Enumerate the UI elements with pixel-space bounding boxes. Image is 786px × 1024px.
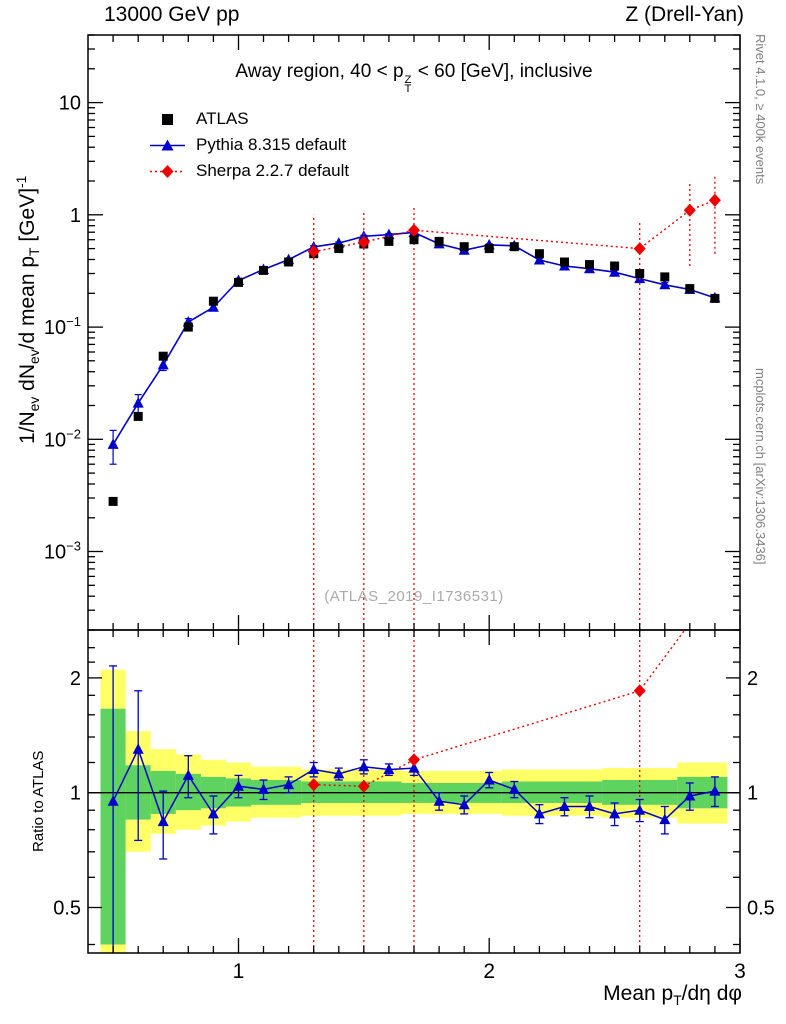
- ratio-series: [107, 630, 721, 953]
- side-note-rivet: Rivet 4.1.0, ≥ 400k events: [753, 34, 768, 185]
- svg-text:1: 1: [70, 205, 81, 227]
- atlas-square-icon: [162, 113, 173, 125]
- legend: ATLAS Pythia 8.315 default Sherpa 2.2.7 …: [148, 106, 349, 184]
- svg-text:2: 2: [747, 668, 758, 690]
- svg-text:10−2: 10−2: [44, 426, 81, 451]
- svg-text:0.5: 0.5: [747, 898, 775, 920]
- y-axis-label-ratio: Ratio to ATLAS: [30, 750, 47, 852]
- svg-text:2: 2: [483, 960, 495, 983]
- legend-label-pythia: Pythia 8.315 default: [196, 135, 347, 154]
- legend-item-pythia: Pythia 8.315 default: [148, 132, 349, 158]
- legend-item-sherpa: Sherpa 2.2.7 default: [148, 158, 349, 184]
- svg-text:1: 1: [233, 960, 245, 983]
- legend-label-atlas: ATLAS: [196, 109, 249, 128]
- svg-text:1: 1: [747, 783, 758, 805]
- svg-text:10: 10: [59, 93, 81, 115]
- x-axis-label: Mean pT/dη dφ: [603, 982, 742, 1009]
- pythia-triangle-icon: [150, 139, 185, 150]
- watermark-analysis-id: (ATLAS_2019_I1736531): [324, 588, 504, 605]
- y-axis-label-main: 1/Nev dNev/d mean pT [GeV]-1: [13, 175, 43, 444]
- svg-text:10−3: 10−3: [44, 539, 81, 564]
- main-series: [107, 176, 721, 630]
- header-beam-energy: 13000 GeV pp: [104, 3, 240, 26]
- sherpa-diamond-icon: [150, 164, 185, 178]
- legend-label-sherpa: Sherpa 2.2.7 default: [196, 161, 350, 180]
- svg-text:10−1: 10−1: [44, 314, 81, 339]
- svg-text:0.5: 0.5: [53, 898, 81, 920]
- side-note-mcplots: mcplots.cern.ch [arXiv:1306.3436]: [753, 368, 768, 565]
- x-axis-ticks: 1 2 3: [112, 35, 746, 983]
- svg-text:3: 3: [734, 960, 746, 983]
- header-process: Z (Drell-Yan): [625, 3, 744, 26]
- legend-item-atlas: ATLAS: [148, 106, 349, 132]
- svg-text:2: 2: [70, 668, 81, 690]
- ratio-y-axis-ticks: 0.5 0.5 1 1 2 2: [53, 647, 775, 946]
- svg-text:1: 1: [70, 783, 81, 805]
